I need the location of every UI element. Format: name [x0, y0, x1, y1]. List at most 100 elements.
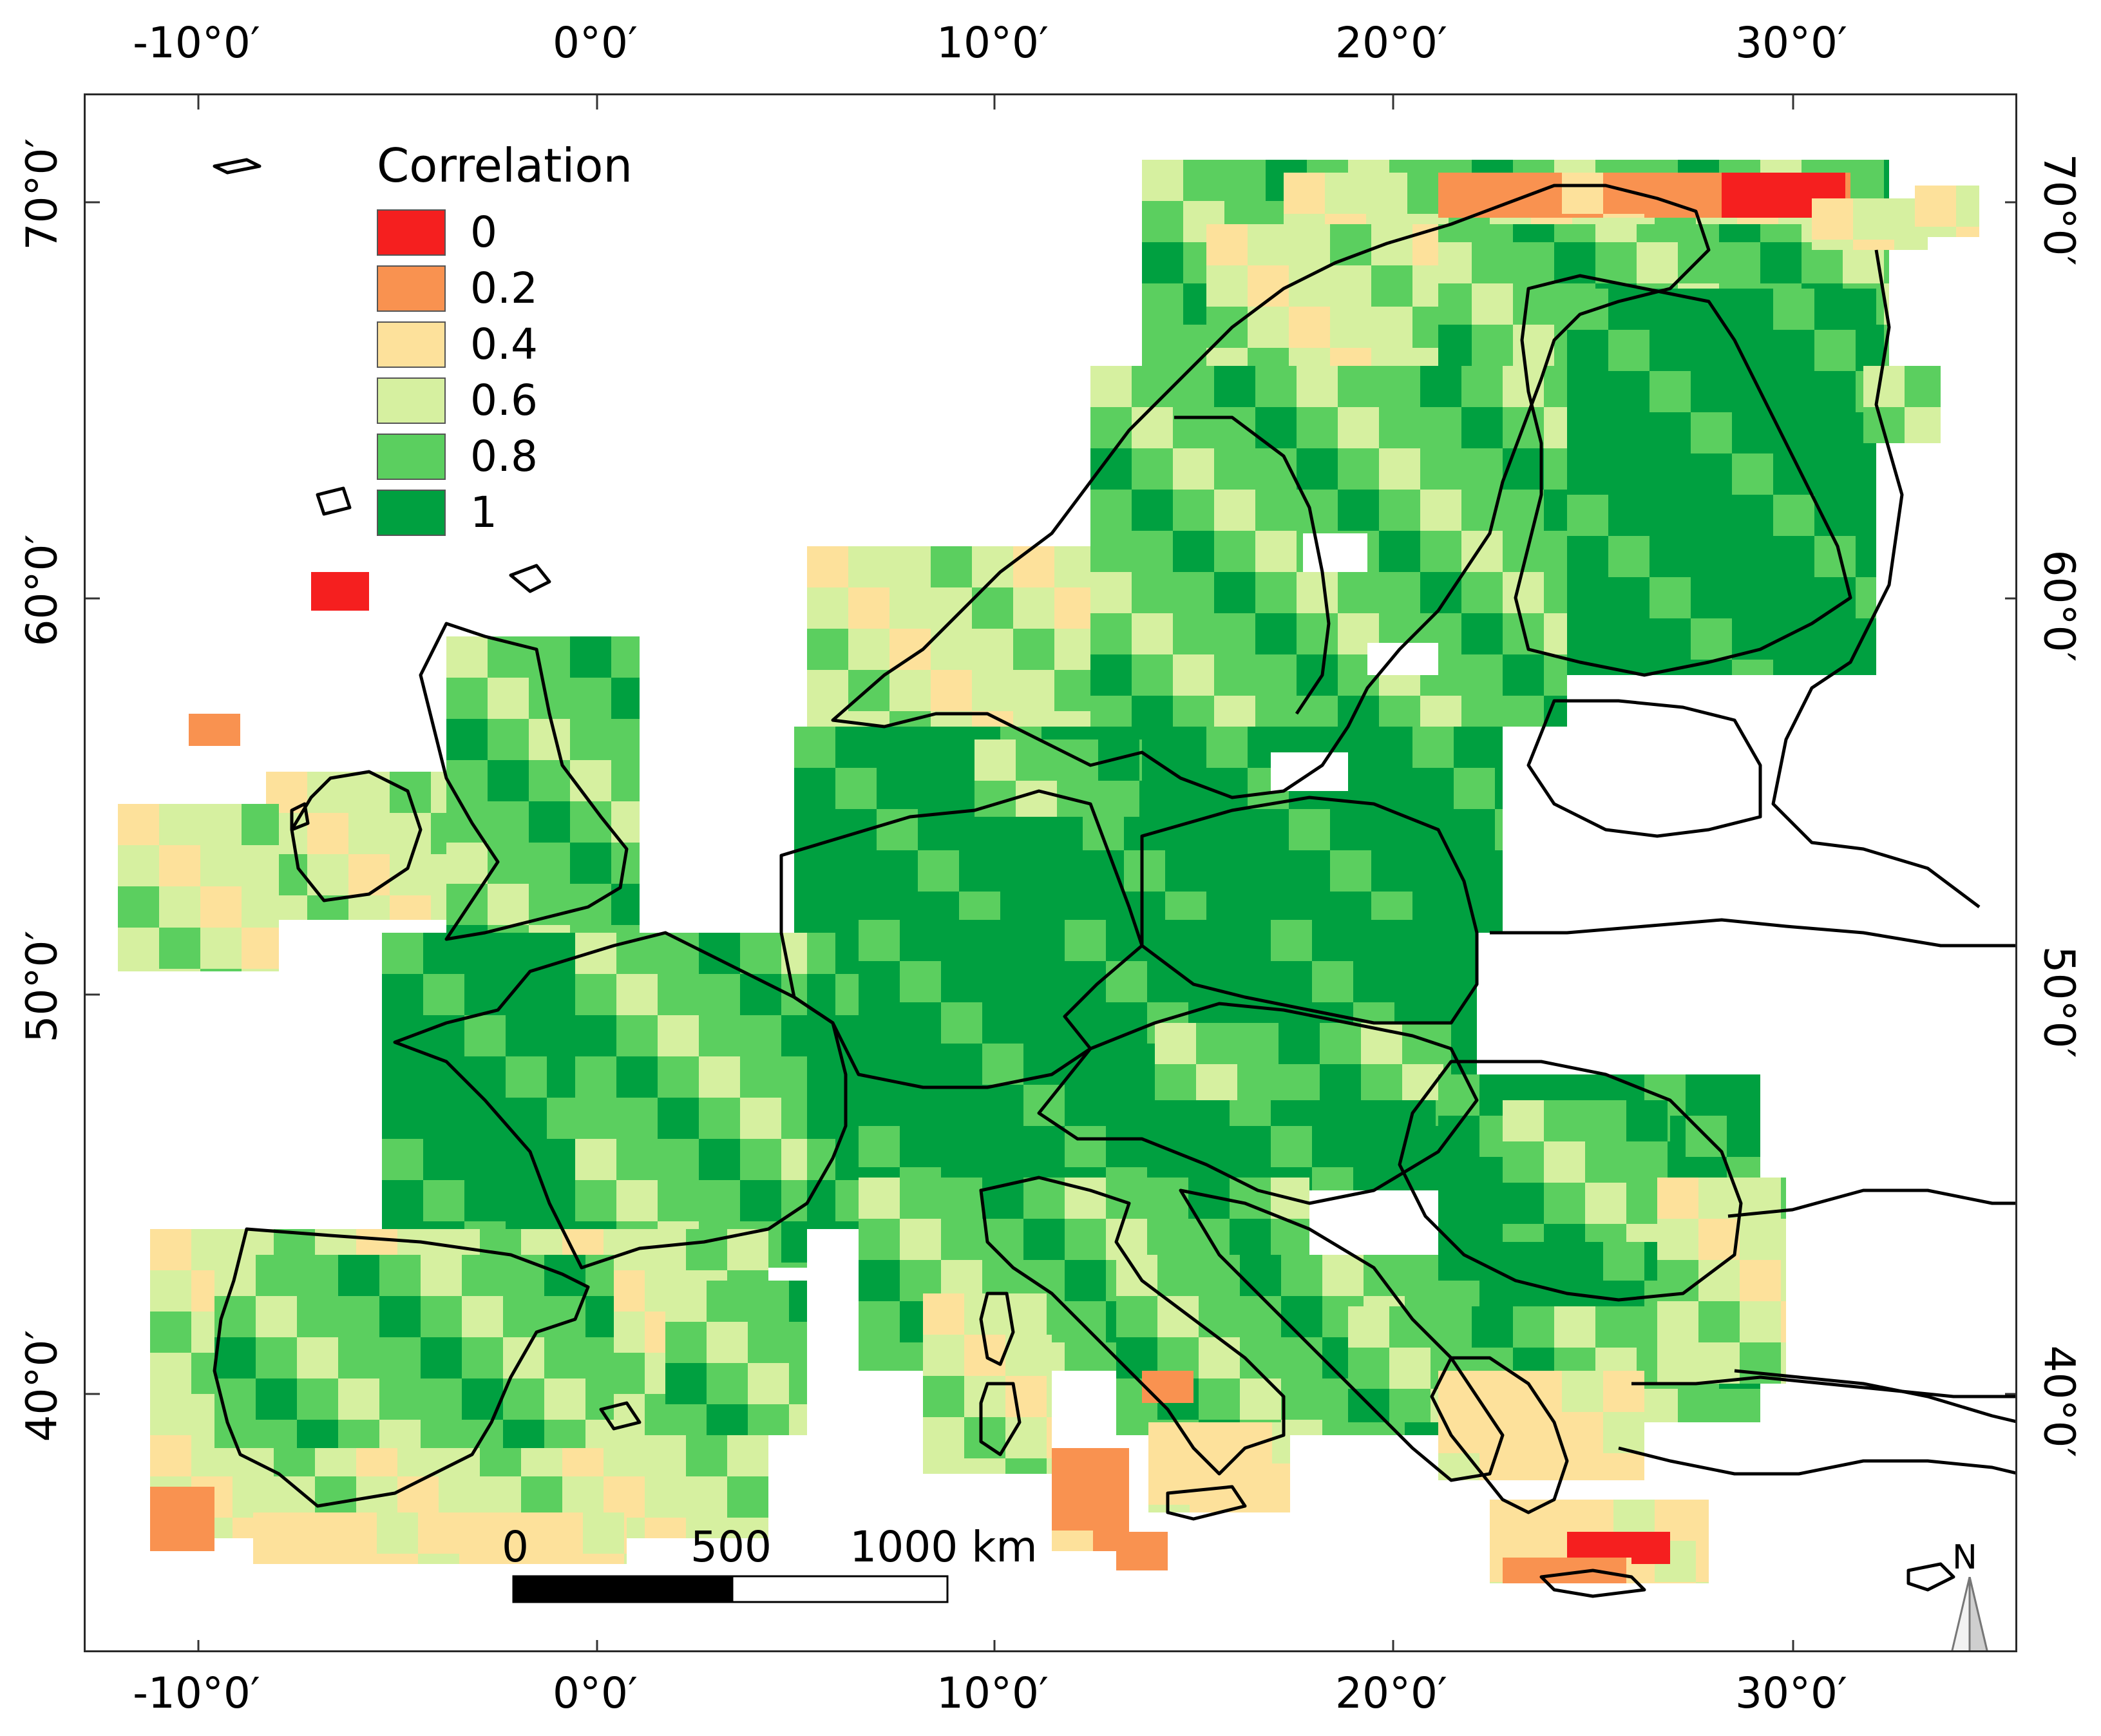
correlation-cell: [242, 886, 279, 928]
correlation-cell: [1054, 587, 1090, 629]
correlation-cell: [1544, 613, 1567, 654]
correlation-cell: [1608, 371, 1649, 412]
legend-label: 0.2: [470, 263, 538, 313]
correlation-cell: [1814, 618, 1856, 660]
correlation-cell: [200, 845, 242, 886]
correlation-cell: [1106, 1126, 1147, 1167]
correlation-cell: [974, 739, 1016, 781]
correlation-cell: [297, 1337, 338, 1378]
correlation-cell: [1521, 1239, 1562, 1281]
correlation-cell: [583, 1512, 624, 1554]
correlation-cell: [348, 854, 390, 895]
correlation-cell: [1513, 242, 1554, 283]
correlation-cell: [1214, 407, 1255, 448]
correlation-cell: [1412, 768, 1454, 809]
correlation-cell: [1461, 366, 1503, 407]
correlation-cell: [1047, 1293, 1052, 1335]
correlation-cell: [1567, 453, 1608, 495]
correlation-cell: [1691, 289, 1732, 330]
correlation-cell: [1863, 366, 1905, 407]
correlation-cell: [1379, 572, 1420, 613]
correlation-cell: [1503, 1558, 1544, 1583]
correlation-cell: [1371, 768, 1412, 809]
correlation-cell: [1139, 781, 1142, 817]
correlation-cell: [1420, 366, 1461, 407]
correlation-cell: [256, 1378, 297, 1420]
correlation-cell: [1394, 1167, 1436, 1190]
lon-label-top-10: 10°0′: [936, 18, 1049, 68]
correlation-cell: [352, 572, 369, 611]
correlation-cell: [1098, 739, 1139, 781]
correlation-cell: [1183, 1371, 1193, 1403]
scale-label-0: 0: [502, 1522, 529, 1572]
correlation-cell: [1698, 1301, 1740, 1342]
correlation-cell: [1732, 289, 1773, 330]
correlation-cell: [191, 1487, 214, 1528]
correlation-cell: [118, 928, 159, 969]
correlation-cell: [1132, 366, 1173, 407]
correlation-cell: [1544, 366, 1567, 407]
correlation-cell: [585, 1378, 614, 1420]
correlation-cell: [616, 974, 658, 1015]
correlation-cell: [1781, 1260, 1786, 1301]
correlation-cell: [1567, 536, 1608, 577]
correlation-cell: [542, 1554, 583, 1564]
correlation-cell: [1894, 240, 1928, 250]
correlation-cell: [1230, 920, 1271, 961]
correlation-cell: [1544, 490, 1567, 531]
correlation-cell: [1562, 1239, 1603, 1281]
correlation-cell: [1065, 920, 1106, 961]
correlation-cell: [1206, 348, 1248, 366]
correlation-cell: [1248, 224, 1289, 265]
correlation-cell: [1544, 1141, 1585, 1183]
correlation-cell: [1132, 531, 1173, 572]
correlation-cell: [1438, 173, 1479, 214]
correlation-cell: [1763, 214, 1804, 218]
correlation-cell: [1420, 531, 1461, 572]
correlation-cell: [1284, 214, 1325, 224]
correlation-cell: [1338, 572, 1379, 613]
correlation-cell: [1773, 371, 1814, 412]
correlation-cell: [575, 1015, 616, 1056]
correlation-cell: [390, 772, 431, 813]
correlation-cell: [1023, 1002, 1065, 1044]
correlation-cell: [941, 1178, 982, 1219]
correlation-cell: [1668, 1100, 1670, 1141]
lat-label-left-60: 60°0′: [17, 534, 67, 647]
correlation-cell: [506, 1015, 547, 1056]
correlation-cell: [1585, 1141, 1626, 1183]
map-canvas[interactable]: [86, 95, 2017, 1652]
correlation-cell: [1379, 448, 1420, 490]
correlation-cell: [1124, 850, 1165, 892]
correlation-cell: [1856, 330, 1876, 371]
correlation-cell: [521, 1476, 562, 1518]
correlation-cell: [488, 719, 529, 760]
correlation-cell: [807, 629, 848, 670]
correlation-cell: [1531, 1500, 1572, 1541]
correlation-cell: [1237, 1064, 1279, 1100]
correlation-cell: [1649, 412, 1691, 453]
correlation-cell: [1279, 1064, 1320, 1100]
correlation-cell: [336, 1554, 377, 1564]
correlation-cell: [794, 809, 835, 850]
correlation-cell: [1297, 613, 1338, 654]
correlation-cell: [1353, 961, 1394, 1002]
correlation-cell: [835, 1221, 859, 1229]
correlation-cell: [1297, 407, 1338, 448]
correlation-cell: [1013, 629, 1054, 670]
correlation-cell: [1338, 490, 1379, 531]
correlation-cell: [658, 1180, 699, 1221]
legend-swatch: [377, 321, 446, 368]
correlation-cell: [1649, 495, 1691, 536]
correlation-cell: [900, 1219, 941, 1260]
correlation-cell: [459, 1512, 500, 1554]
correlation-cell: [1585, 1100, 1626, 1141]
correlation-cell: [1371, 850, 1412, 892]
correlation-cell: [1773, 660, 1814, 675]
map-frame[interactable]: N: [84, 93, 2017, 1652]
correlation-cell: [1544, 1100, 1585, 1141]
correlation-cell: [423, 974, 464, 1015]
correlation-cell: [959, 850, 1000, 892]
correlation-cell: [1394, 961, 1436, 1002]
correlation-cell: [256, 1255, 297, 1296]
